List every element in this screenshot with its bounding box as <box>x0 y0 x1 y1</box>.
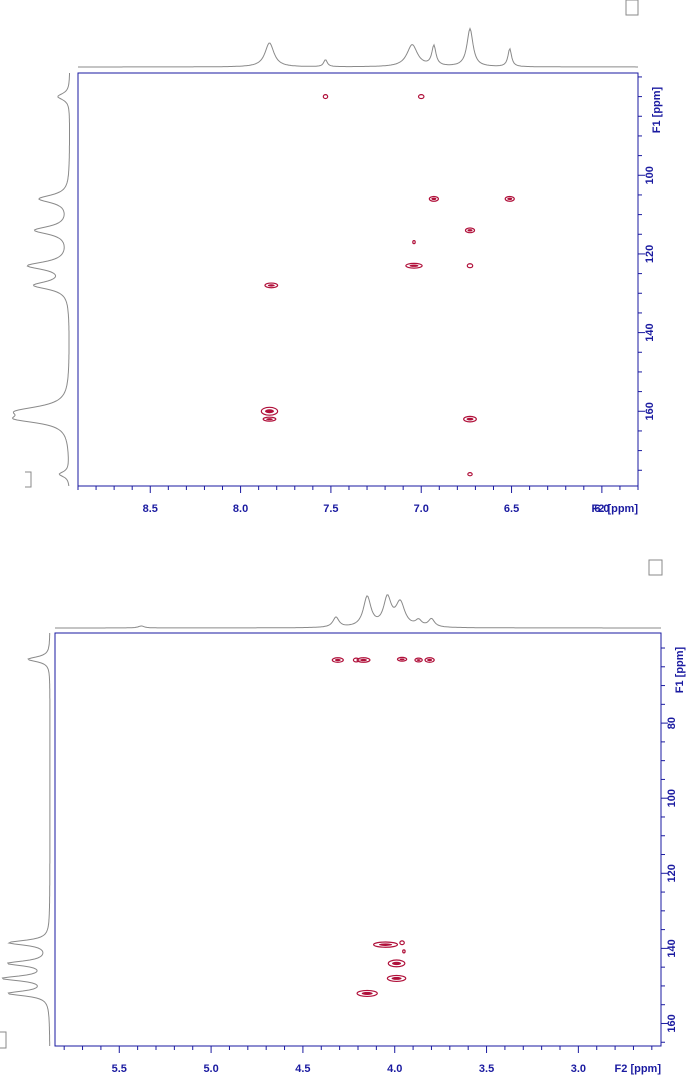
contour-peak-2 <box>417 94 425 100</box>
contour-peak-core-12 <box>466 417 474 421</box>
x-axis-title: F2 [ppm] <box>615 1063 662 1075</box>
y-tick-label: 100 <box>644 166 656 184</box>
contour-peak-core-7 <box>378 943 393 946</box>
contour-peak-11 <box>386 974 407 983</box>
f2-projection-trace <box>55 594 661 629</box>
contour-peak-12 <box>463 415 477 423</box>
x-tick-label: 6.5 <box>504 503 519 515</box>
contour-peak-7 <box>405 262 423 269</box>
contour-peak-8 <box>466 263 474 269</box>
contour-peaks <box>260 94 515 477</box>
plot-frame <box>54 632 662 1047</box>
contour-peak-core-4 <box>507 197 513 201</box>
contour-peak-2 <box>352 657 360 663</box>
contour-peak-11 <box>262 416 277 422</box>
y-axis-title: F1 [ppm] <box>674 646 686 693</box>
y-tick-label: 160 <box>666 1014 678 1032</box>
x-tick-label: 8.0 <box>233 503 248 515</box>
x-tick-label: 5.0 <box>203 1063 218 1075</box>
contour-peak-9 <box>264 282 279 289</box>
f2-projection-trace <box>78 27 638 68</box>
contour-peak-core-10 <box>392 961 402 966</box>
contour-peak-12 <box>356 989 378 998</box>
y-tick-label: 160 <box>644 402 656 420</box>
contour-peak-13 <box>467 472 473 477</box>
contour-peak-7 <box>373 941 399 948</box>
contour-peak-6 <box>424 657 435 663</box>
contour-peak-core-7 <box>409 264 419 267</box>
contour-peak-1 <box>322 94 329 100</box>
contour-peak-1 <box>331 657 344 663</box>
x-tick-label: 8.5 <box>143 503 158 515</box>
x-axis-ticks: 5.5 5.0 4.5 4.0 3.5 3.0 <box>63 1046 653 1075</box>
panel-1-side-bracket <box>25 471 32 488</box>
contour-peak-core-3 <box>359 658 368 662</box>
contour-peak-5 <box>464 227 476 234</box>
y-tick-label: 140 <box>666 939 678 957</box>
contour-peak-core-4 <box>399 658 405 661</box>
contour-peak-6 <box>412 239 416 245</box>
contour-peak-9 <box>402 949 406 954</box>
y-tick-label: 120 <box>666 864 678 882</box>
x-tick-label: 3.5 <box>479 1063 494 1075</box>
x-tick-label: 7.0 <box>414 503 429 515</box>
x-tick-label: 4.0 <box>387 1063 402 1075</box>
y-axis-ticks: 100 120 140 160 <box>638 76 656 471</box>
spectrum-panel-2: 5.5 5.0 4.5 4.0 3.5 3.0 80 100 120 140 160 F2 [pp… <box>0 559 686 1075</box>
x-tick-label: 4.5 <box>295 1063 310 1075</box>
f1-projection-trace <box>11 73 70 487</box>
x-axis-title: F2 [ppm] <box>592 503 639 515</box>
contour-peak-10 <box>387 959 406 968</box>
panel-2-side-bracket <box>0 1031 7 1049</box>
contour-peak-4 <box>504 195 515 202</box>
contour-peak-core-12 <box>361 991 373 995</box>
x-tick-label: 3.0 <box>571 1063 586 1075</box>
contour-peak-5 <box>414 657 423 663</box>
panel-2-corner-box <box>648 559 663 576</box>
contour-peak-core-9 <box>267 284 275 287</box>
plot-frame <box>77 72 639 487</box>
f1-projection-trace <box>1 633 51 1046</box>
contour-peak-3 <box>428 195 439 202</box>
contour-peak-core-10 <box>265 409 274 414</box>
contour-peak-core-11 <box>266 418 273 421</box>
y-axis-title: F1 [ppm] <box>651 86 663 133</box>
x-tick-label: 5.5 <box>112 1063 127 1075</box>
contour-peak-core-1 <box>334 658 341 662</box>
contour-peak-10 <box>260 406 279 416</box>
spectrum-panel-1: 8.5 8.0 7.5 7.0 6.5 6.0 100 120 140 160 F2 [ppm]… <box>11 0 663 515</box>
y-tick-label: 140 <box>644 323 656 341</box>
contour-peak-core-3 <box>431 197 437 201</box>
contour-peak-core-11 <box>391 976 402 980</box>
x-axis-ticks: 8.5 8.0 7.5 7.0 6.5 6.0 <box>77 486 639 515</box>
x-tick-label: 6.0 <box>594 503 609 515</box>
y-axis-ticks: 80 100 120 140 160 <box>661 647 678 1043</box>
contour-peak-4 <box>396 656 408 662</box>
x-tick-label: 7.5 <box>323 503 338 515</box>
contour-peak-3 <box>356 657 371 663</box>
panel-1-corner-box <box>625 0 639 16</box>
y-tick-label: 120 <box>644 245 656 263</box>
y-tick-label: 100 <box>666 789 678 807</box>
contour-peak-core-6 <box>427 658 433 662</box>
contour-peak-core-5 <box>416 659 421 661</box>
y-tick-label: 80 <box>666 717 678 729</box>
contour-peak-core-5 <box>467 229 473 232</box>
contour-peaks <box>331 656 435 998</box>
contour-peak-8 <box>399 940 405 946</box>
